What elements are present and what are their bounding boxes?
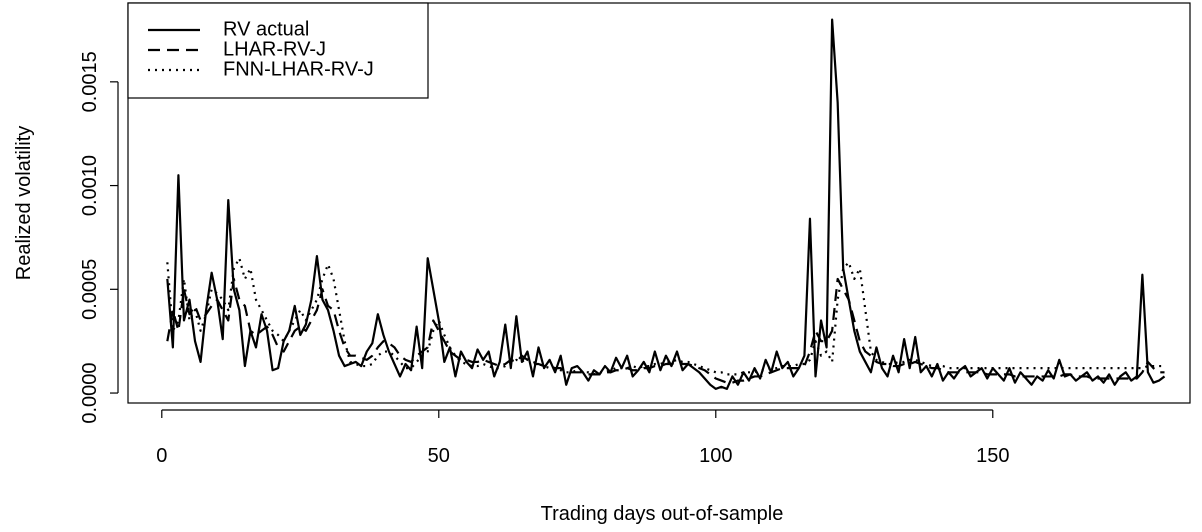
x-tick-label: 100 — [699, 445, 732, 467]
plot-box — [127, 2, 1191, 404]
x-axis-label: Trading days out-of-sample — [541, 503, 784, 525]
y-tick-label: 0.0010 — [79, 155, 101, 216]
legend-label: LHAR-RV-J — [223, 38, 326, 60]
series-line — [166, 18, 1166, 390]
y-tick-label: 0.0015 — [79, 51, 101, 112]
series-line — [166, 277, 1165, 384]
legend-label: FNN-LHAR-RV-J — [223, 58, 374, 80]
y-tick-label: 0.0005 — [79, 259, 101, 320]
y-tick-label: 0.0000 — [79, 362, 101, 423]
y-axis-label: Realized volatility — [13, 126, 35, 281]
x-tick-label: 50 — [428, 445, 450, 467]
legend-label: RV actual — [223, 18, 309, 40]
x-tick-label: 0 — [156, 445, 167, 467]
x-tick-label: 150 — [976, 445, 1009, 467]
